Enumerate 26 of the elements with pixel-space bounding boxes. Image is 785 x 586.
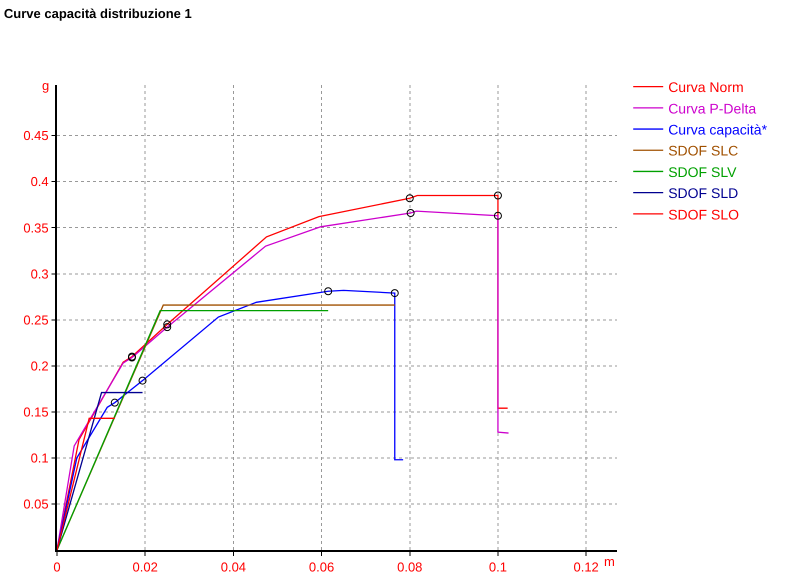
legend-label: SDOF SLO (668, 206, 740, 222)
y-tick-label: 0.4 (30, 174, 49, 190)
x-tick-label: 0.12 (573, 559, 599, 574)
y-tick-label: 0.25 (23, 312, 49, 328)
legend-label: Curva Norm (668, 79, 744, 96)
x-tick-label: 0.08 (397, 559, 422, 574)
x-axis-title: m (604, 554, 615, 569)
y-tick-label: 0.2 (30, 358, 49, 374)
legend-label: Curva P-Delta (668, 100, 756, 116)
legend-label: SDOF SLD (668, 185, 738, 202)
y-axis-title: g (42, 78, 50, 93)
x-tick-label: 0.1 (488, 559, 507, 574)
legend-label: SDOF SLV (668, 164, 738, 180)
y-tick-label: 0.15 (23, 404, 49, 420)
legend-label: SDOF SLC (668, 142, 738, 159)
y-tick-label: 0.1 (30, 450, 49, 466)
y-tick-label: 0.45 (23, 128, 49, 144)
y-tick-label: 0.3 (30, 266, 49, 282)
legend-label: Curva capacità* (668, 122, 768, 138)
x-tick-label: 0.04 (220, 559, 246, 574)
y-tick-label: 0.05 (23, 496, 49, 512)
y-tick-label: 0.35 (23, 220, 49, 236)
x-tick-label: 0.06 (308, 559, 334, 574)
x-tick-label: 0 (53, 559, 61, 574)
x-tick-label: 0.02 (132, 559, 158, 574)
chart-title: Curve capacità distribuzione 1 (4, 6, 192, 21)
